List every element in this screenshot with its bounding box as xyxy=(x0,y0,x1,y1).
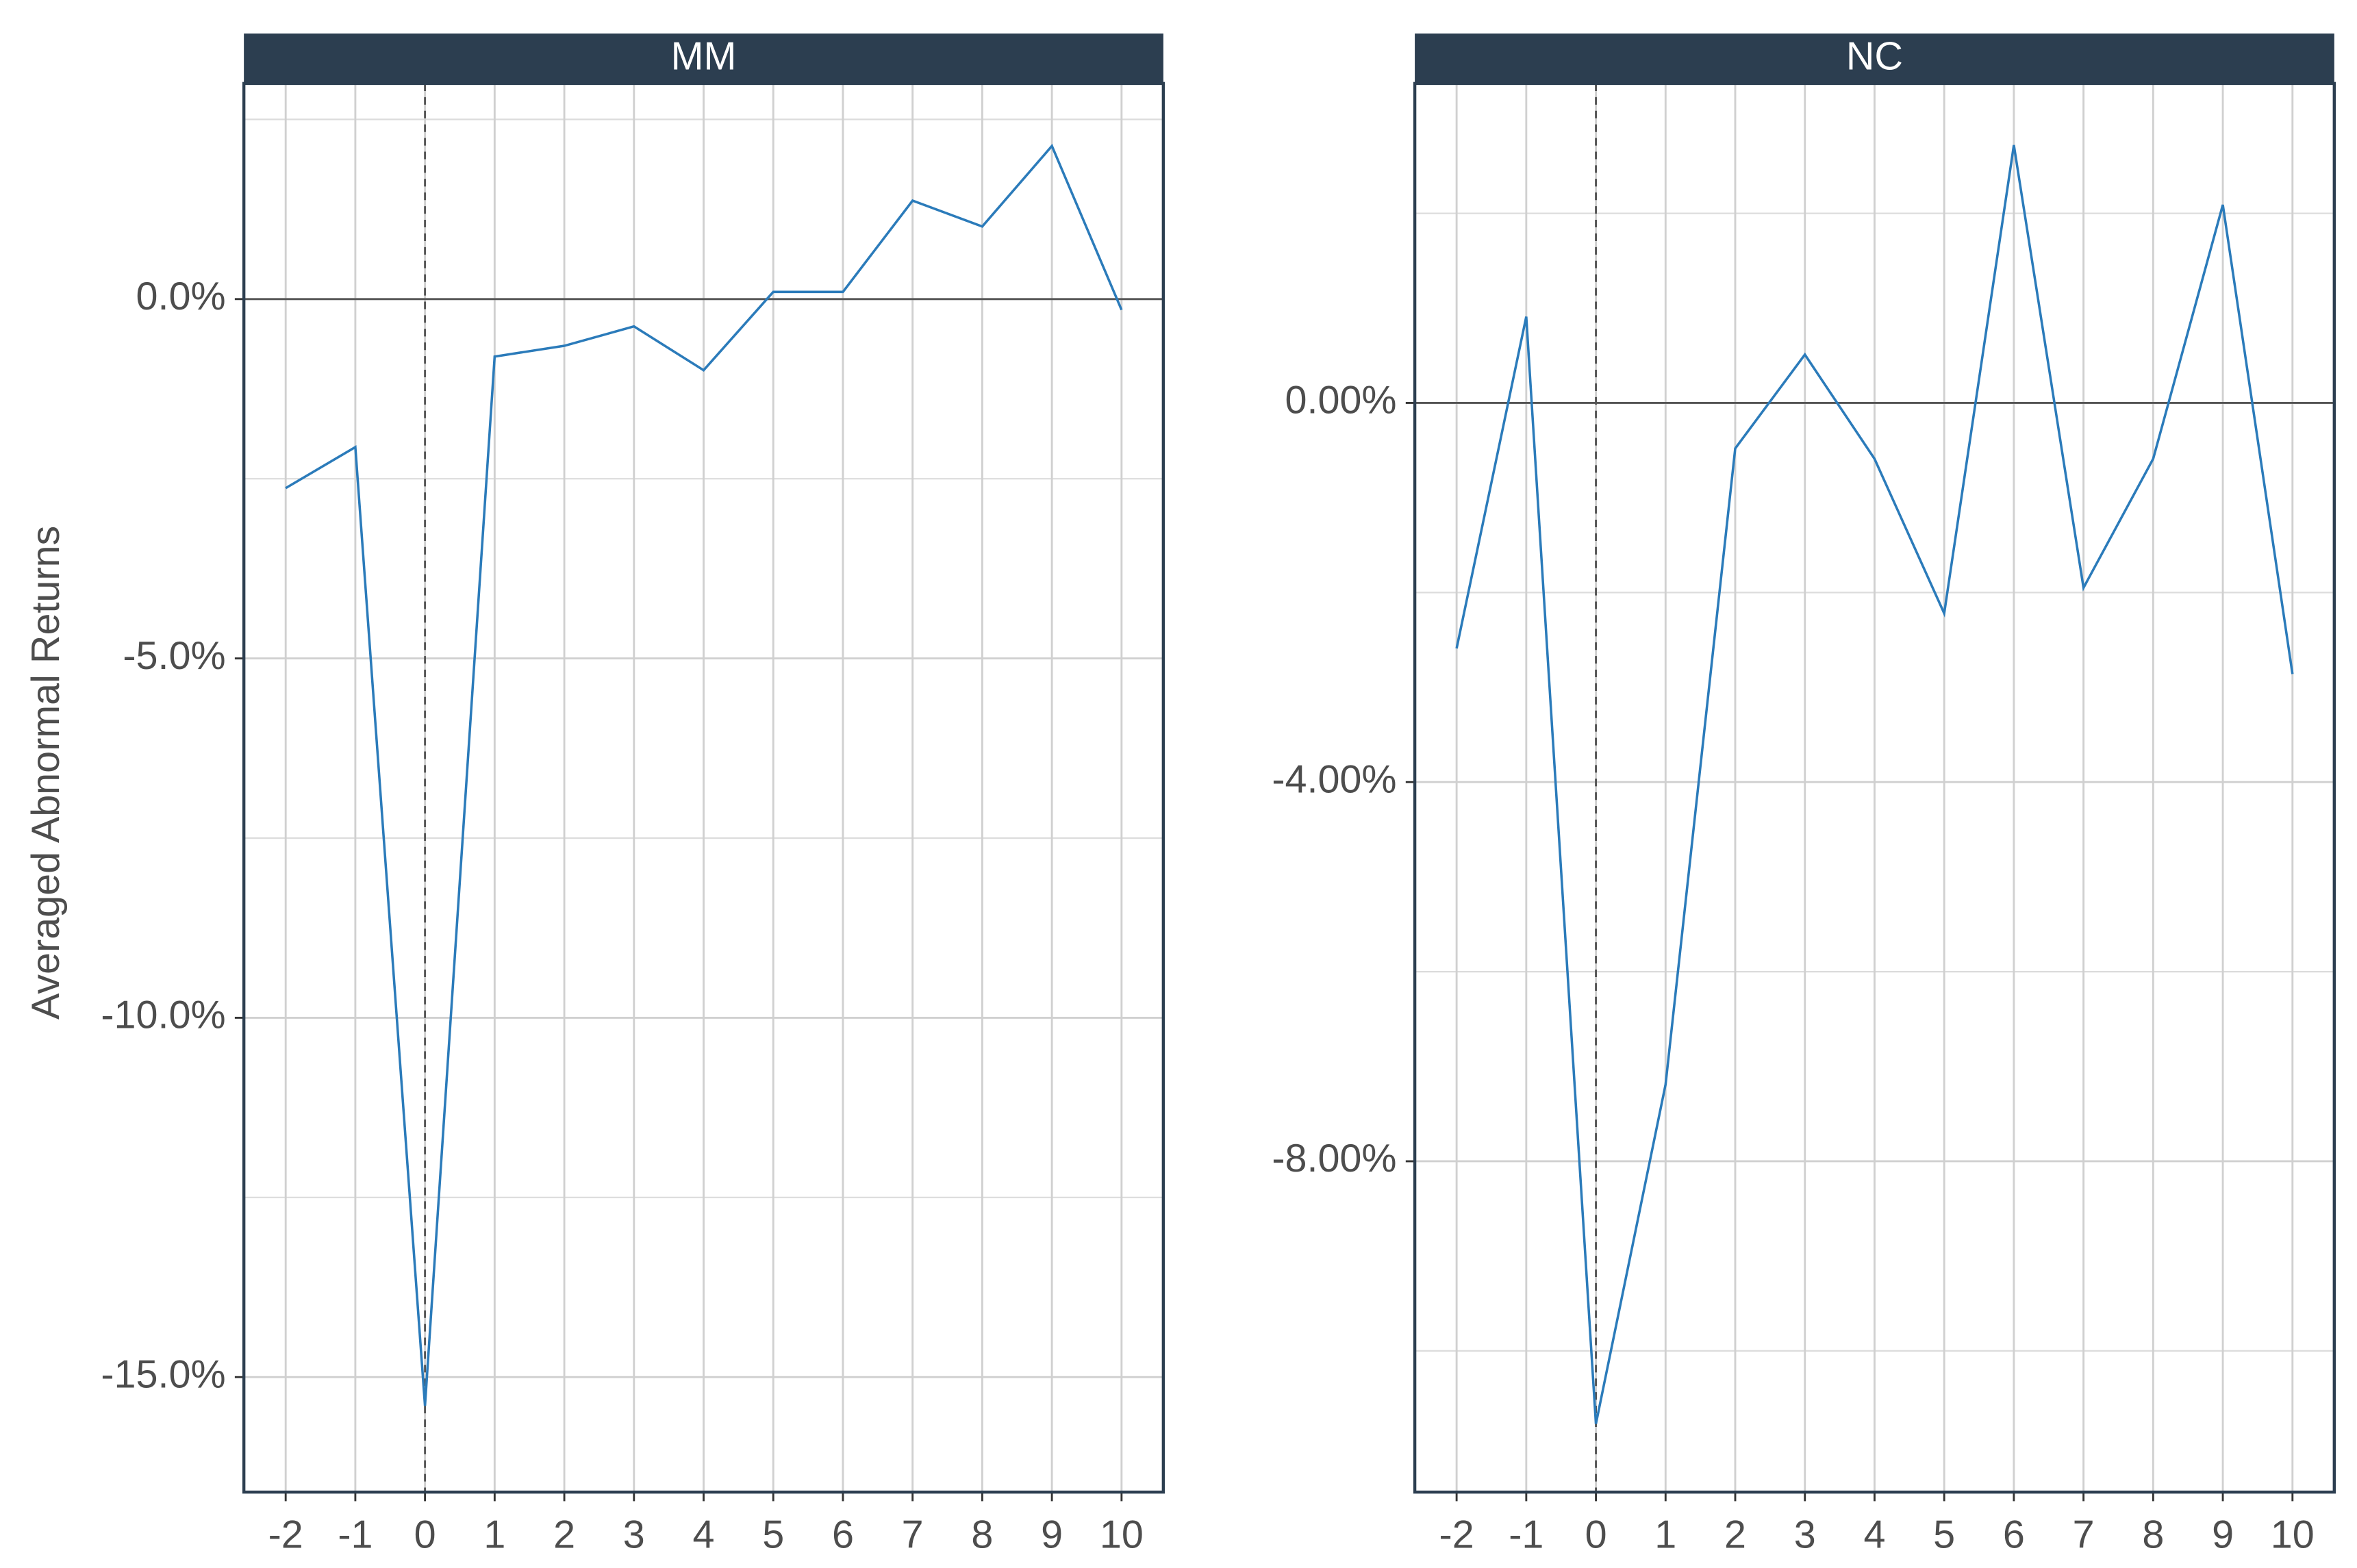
strip-title: MM xyxy=(671,35,737,79)
x-tick-label: 10 xyxy=(2271,1513,2315,1557)
y-axis-label: Averaged Abnormal Returns xyxy=(24,526,68,1020)
x-tick-label: 7 xyxy=(902,1513,924,1557)
x-tick-label: 3 xyxy=(623,1513,645,1557)
x-tick-label: 10 xyxy=(1100,1513,1144,1557)
x-tick-label: 2 xyxy=(1724,1513,1746,1557)
x-tick-label: 5 xyxy=(1933,1513,1955,1557)
x-tick-label: 1 xyxy=(1654,1513,1676,1557)
data-line xyxy=(285,143,1123,1406)
strip xyxy=(1415,33,2334,84)
x-tick-label: 0 xyxy=(414,1513,436,1557)
y-tick-label: 0.00% xyxy=(1285,379,1396,422)
x-tick-label: 9 xyxy=(1041,1513,1063,1557)
x-tick-label: 1 xyxy=(483,1513,505,1557)
y-tick-label: -4.00% xyxy=(1272,757,1396,801)
x-tick-label: 8 xyxy=(2142,1513,2164,1557)
y-tick-label: -8.00% xyxy=(1272,1137,1396,1180)
x-tick-label: 9 xyxy=(2212,1513,2234,1557)
x-tick-label: 4 xyxy=(1863,1513,1885,1557)
x-tick-label: 0 xyxy=(1585,1513,1607,1557)
x-tick-label: 7 xyxy=(2073,1513,2095,1557)
x-tick-label: -2 xyxy=(1439,1513,1474,1557)
x-tick-label: 3 xyxy=(1794,1513,1816,1557)
x-tick-label: -1 xyxy=(338,1513,373,1557)
x-tick-label: 6 xyxy=(2003,1513,2025,1557)
y-tick-label: 0.0% xyxy=(136,275,226,318)
x-tick-label: 8 xyxy=(971,1513,993,1557)
x-tick-label: 5 xyxy=(762,1513,784,1557)
x-tick-label: 6 xyxy=(832,1513,854,1557)
y-tick-label: -15.0% xyxy=(101,1352,225,1396)
x-tick-label: 4 xyxy=(693,1513,715,1557)
x-tick-label: -2 xyxy=(268,1513,303,1557)
x-tick-label: 2 xyxy=(553,1513,575,1557)
data-line xyxy=(1455,144,2294,1424)
strip-title: NC xyxy=(1846,35,1903,79)
y-tick-label: -5.0% xyxy=(123,634,225,678)
strip xyxy=(244,33,1163,84)
x-tick-label: -1 xyxy=(1509,1513,1543,1557)
y-tick-label: -10.0% xyxy=(101,994,225,1037)
